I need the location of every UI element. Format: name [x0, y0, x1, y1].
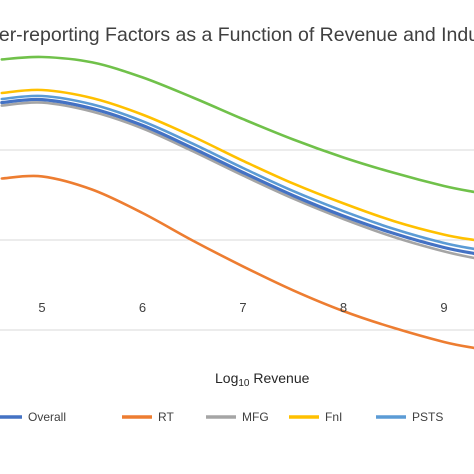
x-tick-label: 9 [440, 300, 447, 315]
x-axis-label: Log10 Revenue [215, 370, 310, 389]
mfg-series-line [0, 101, 474, 260]
legend-label: Overall [28, 410, 66, 424]
gridlines [0, 149, 474, 331]
legend: Overall RT MFG FnI PSTS [0, 410, 443, 424]
series-lines [0, 55, 474, 350]
overall-series-line [0, 97, 474, 256]
legend-label: FnI [325, 410, 342, 424]
chart-title: der-reporting Factors as a Function of R… [0, 24, 474, 46]
rt-series-line [0, 174, 474, 350]
legend-label: MFG [242, 410, 269, 424]
fni-series-line [0, 88, 474, 242]
unlabeled-series-line [0, 55, 474, 194]
x-tick-label: 6 [139, 300, 146, 315]
x-tick-label: 8 [340, 300, 347, 315]
legend-label: RT [158, 410, 174, 424]
legend-label: PSTS [412, 410, 443, 424]
x-tick-labels: 5 6 7 8 9 [38, 300, 447, 315]
x-tick-label: 7 [239, 300, 246, 315]
x-tick-label: 5 [38, 300, 45, 315]
psts-series-line [0, 94, 474, 251]
